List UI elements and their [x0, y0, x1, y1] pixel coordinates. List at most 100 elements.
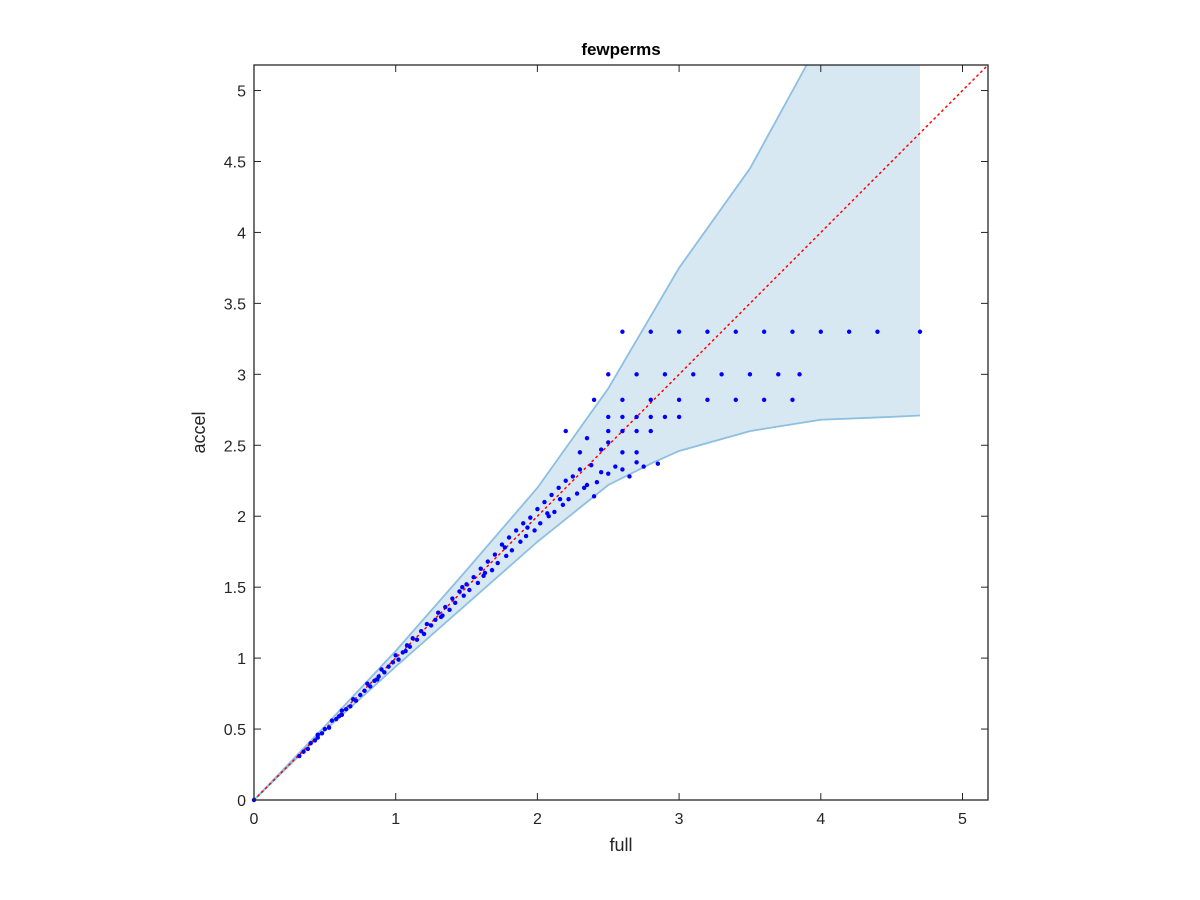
y-axis-ticks: 0 0.5 1 1.5 2 2.5 3 3.5 4 4.5 5	[224, 84, 988, 810]
data-point	[521, 521, 526, 526]
data-point	[577, 467, 583, 472]
data-point	[379, 667, 384, 672]
data-point	[440, 613, 445, 618]
data-point	[443, 604, 448, 610]
y-tick-label: 4	[237, 225, 246, 242]
data-point	[620, 414, 625, 420]
data-point	[790, 397, 795, 403]
data-point	[407, 644, 413, 649]
data-point	[655, 461, 661, 466]
data-point	[482, 570, 488, 576]
data-point	[733, 397, 738, 403]
data-point	[424, 621, 430, 627]
data-point	[410, 636, 415, 641]
data-point	[382, 670, 387, 675]
x-tick-label: 1	[391, 811, 400, 828]
data-point	[326, 725, 332, 730]
data-point	[613, 464, 618, 469]
data-point	[386, 664, 391, 669]
data-point	[471, 575, 476, 580]
data-point	[365, 681, 370, 686]
y-tick-label: 5	[237, 84, 246, 101]
data-point	[478, 566, 483, 571]
data-point	[315, 732, 320, 737]
data-point	[319, 731, 325, 736]
data-point	[641, 464, 646, 469]
data-point	[453, 600, 458, 605]
data-point	[606, 372, 611, 377]
data-point	[329, 718, 335, 723]
data-point	[606, 440, 611, 445]
y-tick-label: 3.5	[224, 296, 246, 313]
data-point	[620, 450, 625, 455]
data-point	[525, 525, 530, 530]
data-point	[747, 372, 753, 377]
y-tick-label: 2	[237, 509, 246, 526]
data-point	[467, 587, 472, 593]
y-tick-label: 0	[237, 793, 246, 810]
data-point	[499, 542, 505, 547]
data-point	[634, 414, 639, 420]
data-point	[556, 485, 561, 491]
y-tick-label: 0.5	[224, 722, 246, 739]
data-point	[464, 582, 469, 587]
data-point	[450, 596, 455, 601]
data-point	[492, 552, 498, 557]
data-point	[846, 329, 852, 334]
data-point	[461, 593, 466, 598]
data-point	[563, 428, 568, 434]
data-point	[705, 329, 710, 334]
data-point	[705, 397, 710, 403]
data-point	[528, 515, 533, 520]
data-point	[620, 428, 625, 434]
data-point	[353, 698, 359, 703]
data-point	[495, 560, 500, 566]
data-point	[560, 502, 566, 508]
data-point	[557, 496, 563, 502]
data-point	[460, 584, 465, 590]
x-tick-label: 0	[250, 811, 259, 828]
data-point	[308, 741, 313, 746]
y-tick-label: 4.5	[224, 154, 246, 171]
data-point	[634, 428, 639, 434]
x-axis-label: full	[609, 835, 632, 855]
data-point	[761, 329, 767, 334]
data-point	[428, 623, 434, 628]
x-tick-label: 4	[816, 811, 825, 828]
data-point	[513, 528, 519, 533]
data-point	[301, 749, 306, 754]
data-point	[634, 460, 639, 465]
data-point	[489, 567, 495, 573]
data-point	[343, 706, 349, 712]
y-axis-label: accel	[189, 411, 209, 453]
data-point	[566, 496, 571, 502]
x-tick-label: 5	[958, 811, 967, 828]
data-point	[648, 414, 653, 420]
data-point	[875, 329, 880, 334]
data-point	[563, 478, 568, 483]
data-point	[719, 372, 724, 377]
data-point	[393, 653, 398, 658]
data-point	[403, 648, 408, 654]
band-upper-edge	[253, 64, 808, 801]
data-point	[396, 657, 401, 662]
data-point	[339, 712, 345, 718]
data-point	[367, 684, 373, 689]
data-point	[627, 474, 632, 479]
data-point	[790, 329, 795, 334]
data-point	[620, 329, 625, 334]
data-point	[648, 397, 653, 403]
data-point	[606, 414, 611, 420]
data-point	[598, 470, 604, 475]
data-point	[362, 688, 367, 693]
data-point	[648, 329, 653, 334]
data-point	[297, 753, 302, 759]
y-tick-label: 3	[237, 367, 246, 384]
reference-line	[253, 64, 989, 801]
data-point	[518, 539, 523, 544]
data-point	[390, 660, 396, 665]
chart-title: fewperms	[581, 40, 660, 59]
data-point	[917, 329, 923, 334]
data-point	[676, 329, 682, 334]
data-point	[502, 545, 508, 550]
